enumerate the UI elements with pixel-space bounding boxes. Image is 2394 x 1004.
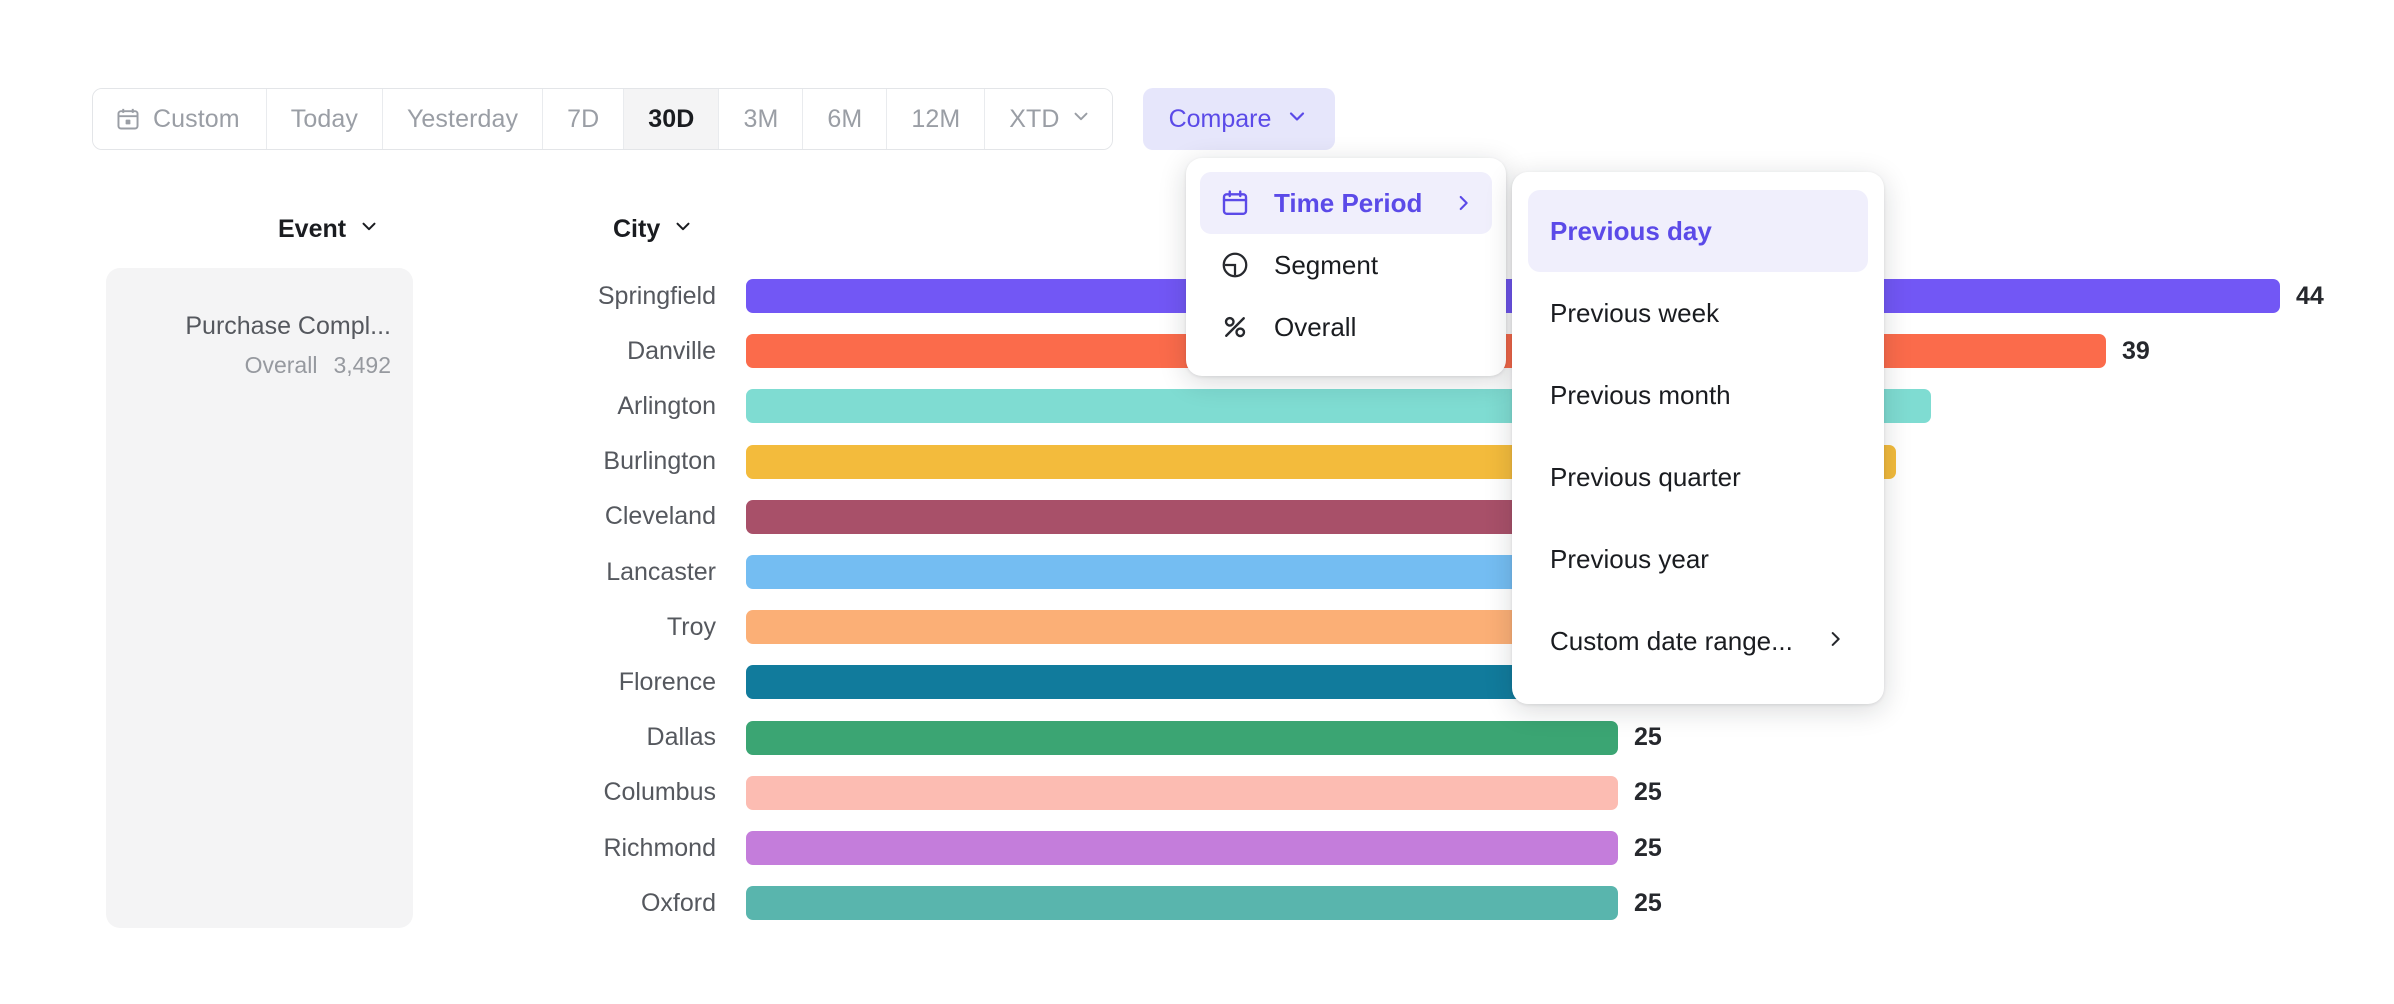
range-option-6m[interactable]: 6M <box>803 89 888 149</box>
time-period-item-previous-day[interactable]: Previous day <box>1528 190 1868 272</box>
event-card-title: Purchase Compl... <box>185 312 391 340</box>
range-option-3m[interactable]: 3M <box>719 89 804 149</box>
chart-row-label: Lancaster <box>606 557 716 586</box>
chart-row-label: Springfield <box>597 281 716 310</box>
time-period-item-previous-month-label: Previous month <box>1550 379 1731 410</box>
chart-bar-value: 25 <box>1634 833 1662 862</box>
chart-row-label: Danville <box>627 336 716 365</box>
range-option-30d[interactable]: 30D <box>624 89 720 149</box>
date-range-segmented-control[interactable]: Custom Today Yesterday 7D 30D 3M 6M 12M <box>92 88 1113 150</box>
chevron-right-icon <box>1452 192 1474 214</box>
chevron-right-icon <box>1824 626 1846 657</box>
compare-menu-item-time-period[interactable]: Time Period <box>1200 172 1492 234</box>
chart-bar[interactable] <box>746 775 1618 810</box>
range-option-6m-label: 6M <box>827 104 863 133</box>
chart-row-label: Florence <box>618 667 716 696</box>
chart-bar-value: 25 <box>1634 778 1662 807</box>
time-period-item-previous-week[interactable]: Previous week <box>1528 272 1868 354</box>
time-period-item-previous-year[interactable]: Previous year <box>1528 518 1868 600</box>
chevron-down-icon <box>1285 104 1309 135</box>
range-option-today[interactable]: Today <box>266 89 383 149</box>
compare-menu-item-segment[interactable]: Segment <box>1200 234 1492 296</box>
time-period-item-previous-quarter[interactable]: Previous quarter <box>1528 436 1868 518</box>
range-option-12m-label: 12M <box>911 104 961 133</box>
chart-bar[interactable] <box>746 720 1618 755</box>
event-card-overall-label: Overall <box>244 352 318 378</box>
time-period-item-previous-week-label: Previous week <box>1550 297 1720 328</box>
chart-bar-value: 44 <box>2296 281 2324 310</box>
chevron-down-icon <box>672 215 694 244</box>
chart-row-label: Columbus <box>603 778 716 807</box>
range-option-7d[interactable]: 7D <box>543 89 625 149</box>
event-card-overall-value: 3,492 <box>333 352 391 378</box>
column-header-city[interactable]: City <box>613 215 694 244</box>
range-option-12m[interactable]: 12M <box>887 89 986 149</box>
calendar-icon <box>115 106 141 132</box>
chart-row-label: Dallas <box>646 723 716 752</box>
chart-row-label: Troy <box>666 612 716 641</box>
column-header-city-label: City <box>613 215 661 243</box>
range-option-yesterday-label: Yesterday <box>406 104 519 133</box>
range-option-custom-label: Custom <box>153 104 240 133</box>
range-option-custom[interactable]: Custom <box>93 89 267 149</box>
chart-row-label: Cleveland <box>604 502 716 531</box>
date-range-toolbar: Custom Today Yesterday 7D 30D 3M 6M 12M <box>92 88 1336 150</box>
range-option-today-label: Today <box>290 104 358 133</box>
time-period-item-custom-date-range-label: Custom date range... <box>1550 625 1793 656</box>
chart-row-label: Arlington <box>617 391 716 420</box>
chart-bar-value: 25 <box>1634 888 1662 917</box>
column-header-event-label: Event <box>278 215 347 243</box>
time-period-item-custom-date-range[interactable]: Custom date range... <box>1528 600 1868 682</box>
compare-button-label: Compare <box>1168 104 1272 133</box>
compare-menu-item-segment-label: Segment <box>1274 249 1379 280</box>
chart-row-label: Richmond <box>603 833 716 862</box>
time-period-item-previous-month[interactable]: Previous month <box>1528 354 1868 436</box>
chart-bar[interactable] <box>746 886 1618 921</box>
chevron-down-icon <box>1070 105 1092 134</box>
chart-row-label: Oxford <box>640 888 716 917</box>
compare-menu-item-time-period-label: Time Period <box>1274 187 1423 218</box>
compare-menu-item-overall-label: Overall <box>1274 311 1357 342</box>
range-option-xtd-label: XTD <box>1009 104 1060 133</box>
compare-menu-item-overall[interactable]: Overall <box>1200 296 1492 358</box>
time-period-submenu[interactable]: Previous day Previous week Previous mont… <box>1512 172 1884 704</box>
range-option-xtd[interactable]: XTD <box>985 89 1112 149</box>
chart-row-label: Burlington <box>603 447 716 476</box>
chevron-down-icon <box>358 215 380 244</box>
range-option-30d-label: 30D <box>648 104 695 133</box>
chart-bar-value: 25 <box>1634 723 1662 752</box>
percent-icon <box>1218 312 1252 342</box>
column-header-event[interactable]: Event <box>278 215 380 244</box>
chart-bar-value: 39 <box>2122 336 2150 365</box>
compare-menu[interactable]: Time Period Segment <box>1186 158 1506 376</box>
event-card-overall: Overall 3,492 <box>245 352 391 379</box>
range-option-7d-label: 7D <box>567 104 600 133</box>
range-option-yesterday[interactable]: Yesterday <box>382 89 544 149</box>
chart-bar[interactable] <box>746 831 1618 865</box>
time-period-item-previous-quarter-label: Previous quarter <box>1550 461 1741 492</box>
event-card[interactable]: Purchase Compl... Overall 3,492 <box>106 268 413 928</box>
calendar-icon <box>1218 188 1252 218</box>
time-period-item-previous-day-label: Previous day <box>1550 215 1712 246</box>
time-period-item-previous-year-label: Previous year <box>1550 543 1709 574</box>
pie-chart-icon <box>1218 250 1252 280</box>
range-option-3m-label: 3M <box>743 104 779 133</box>
compare-button[interactable]: Compare <box>1142 88 1336 150</box>
